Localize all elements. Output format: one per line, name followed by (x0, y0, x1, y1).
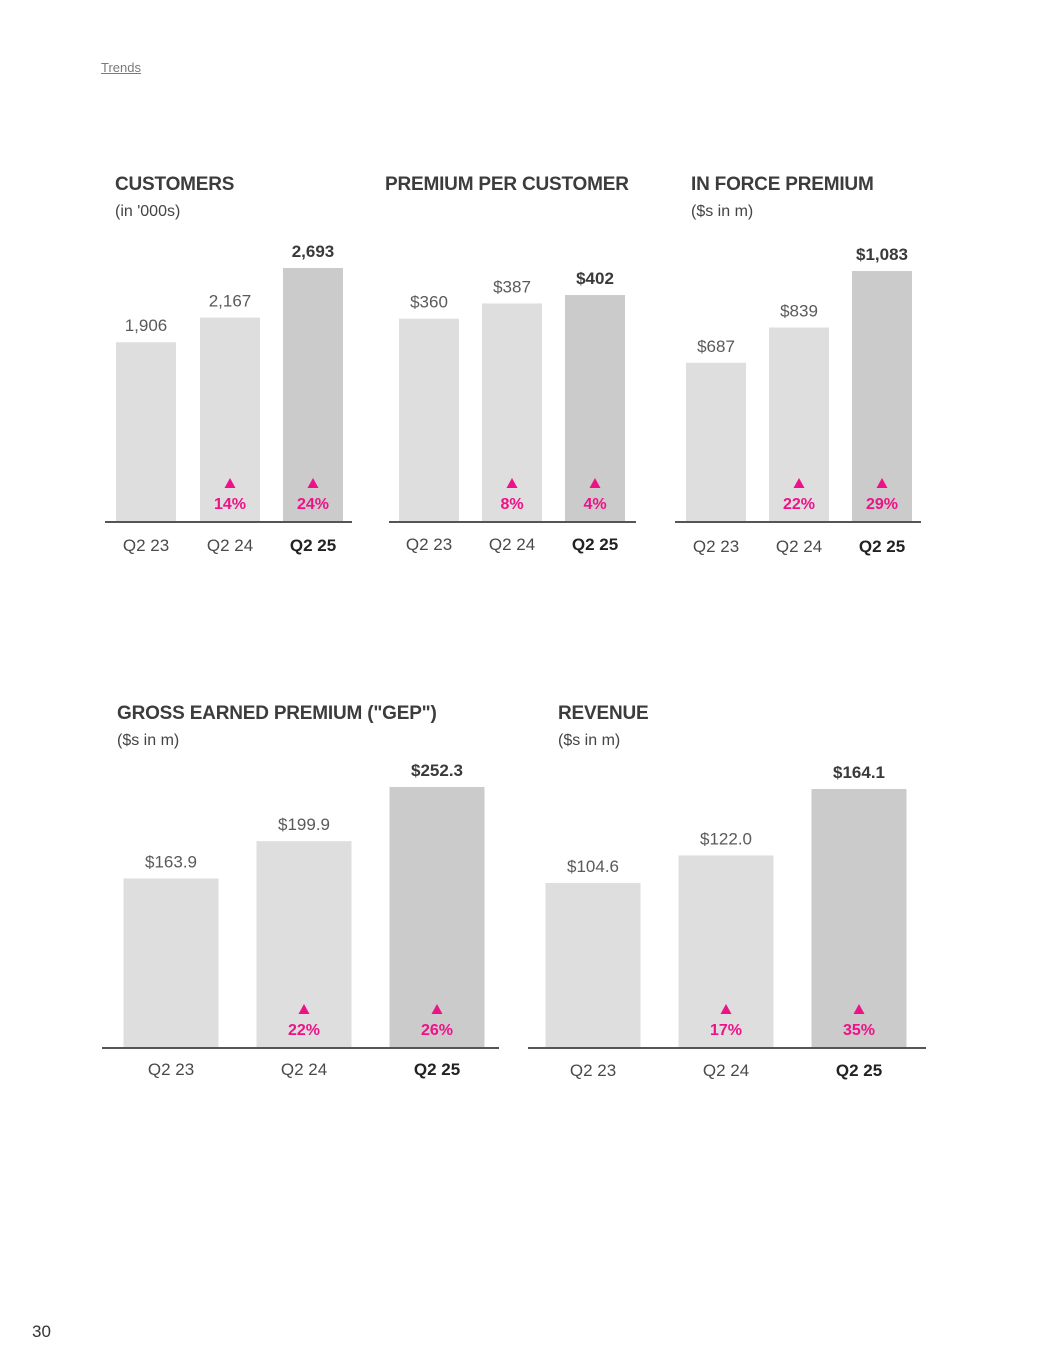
premium-per-customer-category-label-q2-24: Q2 24 (489, 535, 535, 554)
revenue-value-label-q2-23: $104.6 (567, 857, 619, 876)
premium-per-customer-growth-up-arrow-icon-q2-24 (506, 478, 518, 488)
trends-breadcrumb-link[interactable]: Trends (101, 60, 141, 75)
premium-per-customer-growth-label-q2-24: 8% (500, 496, 523, 513)
customers-category-label-q2-24: Q2 24 (207, 536, 253, 555)
premium-per-customer-bar-q2-24 (482, 303, 542, 522)
revenue-growth-label-q2-24: 17% (710, 1022, 742, 1039)
gep-category-label-q2-23: Q2 23 (148, 1060, 194, 1079)
in-force-premium-chart-title: IN FORCE PREMIUM (691, 174, 874, 195)
revenue-growth-up-arrow-icon-q2-25 (853, 1004, 865, 1014)
premium-per-customer-value-label-q2-23: $360 (410, 293, 448, 312)
customers-chart-subtitle: (in '000s) (115, 203, 181, 220)
customers-bar-q2-23 (116, 342, 176, 522)
customers-value-label-q2-24: 2,167 (209, 292, 252, 311)
premium-per-customer-growth-label-q2-25: 4% (583, 496, 606, 513)
revenue-chart-title: REVENUE (558, 703, 649, 724)
gep-growth-up-arrow-icon-q2-25 (431, 1004, 443, 1014)
in-force-premium-category-label-q2-23: Q2 23 (693, 537, 739, 556)
revenue-category-label-q2-25: Q2 25 (836, 1061, 882, 1080)
in-force-premium-value-label-q2-25: $1,083 (856, 245, 908, 264)
customers-growth-up-arrow-icon-q2-24 (224, 478, 236, 488)
revenue-category-label-q2-23: Q2 23 (570, 1061, 616, 1080)
revenue-value-label-q2-25: $164.1 (833, 763, 885, 782)
gep-growth-label-q2-24: 22% (288, 1022, 320, 1039)
premium-per-customer-category-label-q2-23: Q2 23 (406, 535, 452, 554)
premium-per-customer-growth-up-arrow-icon-q2-25 (589, 478, 601, 488)
premium-per-customer-chart-title: PREMIUM PER CUSTOMER (385, 174, 629, 195)
customers-category-label-q2-25: Q2 25 (290, 536, 336, 555)
gep-growth-up-arrow-icon-q2-24 (298, 1004, 310, 1014)
in-force-premium-growth-up-arrow-icon-q2-25 (876, 478, 888, 488)
customers-value-label-q2-25: 2,693 (292, 242, 335, 261)
revenue-growth-label-q2-25: 35% (843, 1022, 875, 1039)
in-force-premium-growth-label-q2-25: 29% (866, 496, 898, 513)
gep-category-label-q2-24: Q2 24 (281, 1060, 327, 1079)
premium-per-customer-value-label-q2-24: $387 (493, 277, 531, 296)
in-force-premium-chart-subtitle: ($s in m) (691, 203, 754, 220)
gep-bar-q2-23 (123, 878, 219, 1048)
revenue-category-label-q2-24: Q2 24 (703, 1061, 749, 1080)
customers-value-label-q2-23: 1,906 (125, 316, 168, 335)
in-force-premium-value-label-q2-24: $839 (780, 302, 818, 321)
revenue-bar-q2-23 (545, 882, 641, 1048)
gep-chart-subtitle: ($s in m) (117, 732, 180, 749)
in-force-premium-category-label-q2-24: Q2 24 (776, 537, 822, 556)
page-number: 30 (32, 1322, 51, 1341)
gep-chart-title: GROSS EARNED PREMIUM ("GEP") (117, 703, 437, 724)
in-force-premium-value-label-q2-23: $687 (697, 337, 735, 356)
gep-bar-q2-24 (256, 841, 352, 1048)
gep-category-label-q2-25: Q2 25 (414, 1060, 460, 1079)
revenue-growth-up-arrow-icon-q2-24 (720, 1004, 732, 1014)
premium-per-customer-value-label-q2-25: $402 (576, 269, 614, 288)
customers-growth-label-q2-24: 14% (214, 496, 246, 513)
customers-category-label-q2-23: Q2 23 (123, 536, 169, 555)
customers-growth-up-arrow-icon-q2-25 (307, 478, 319, 488)
in-force-premium-category-label-q2-25: Q2 25 (859, 537, 905, 556)
premium-per-customer-category-label-q2-25: Q2 25 (572, 535, 618, 554)
revenue-bar-q2-24 (678, 855, 774, 1048)
revenue-value-label-q2-24: $122.0 (700, 829, 752, 848)
premium-per-customer-bar-q2-23 (399, 318, 459, 522)
in-force-premium-growth-up-arrow-icon-q2-24 (793, 478, 805, 488)
customers-chart-title: CUSTOMERS (115, 174, 235, 195)
gep-value-label-q2-24: $199.9 (278, 815, 330, 834)
in-force-premium-bar-q2-23 (686, 362, 746, 522)
in-force-premium-bar-q2-24 (769, 327, 829, 522)
customers-bar-q2-24 (200, 317, 260, 522)
revenue-chart-subtitle: ($s in m) (558, 732, 621, 749)
customers-growth-label-q2-25: 24% (297, 496, 329, 513)
gep-value-label-q2-23: $163.9 (145, 852, 197, 871)
gep-value-label-q2-25: $252.3 (411, 761, 463, 780)
in-force-premium-growth-label-q2-24: 22% (783, 496, 815, 513)
gep-growth-label-q2-25: 26% (421, 1022, 453, 1039)
